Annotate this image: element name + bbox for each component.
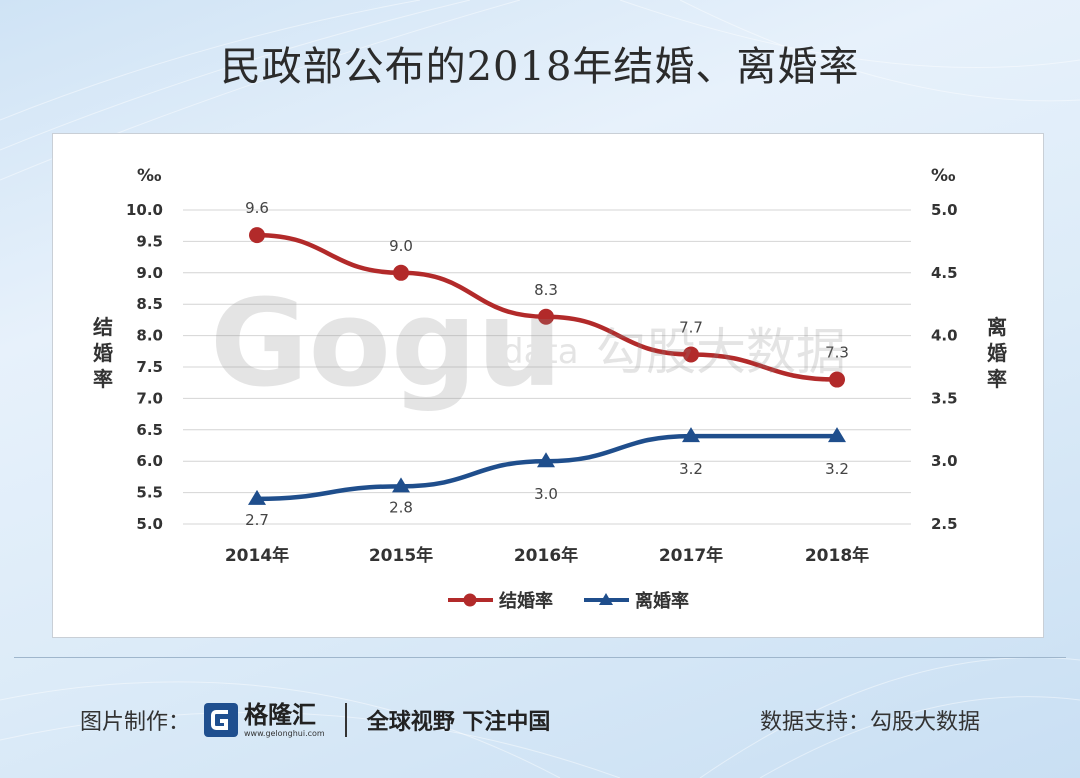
credit-label: 图片制作： xyxy=(80,710,191,735)
y-left-tick-label: 5.5 xyxy=(136,484,163,502)
brand-logo: 格隆汇 www.gelonghui.com xyxy=(204,703,325,738)
legend-divorce-marker xyxy=(599,593,613,605)
y-left-axis-label-char: 率 xyxy=(93,367,113,391)
y-left-tick-label: 7.0 xyxy=(136,389,163,407)
y-left-unit: ‰ xyxy=(137,166,162,186)
marriage-rate-point xyxy=(829,371,845,388)
marriage-rate-data-label: 9.6 xyxy=(245,199,269,217)
y-left-tick-label: 9.0 xyxy=(136,264,163,282)
brand-name: 格隆汇 xyxy=(244,700,317,729)
marriage-rate-data-label: 9.0 xyxy=(389,237,413,255)
divorce-rate-point xyxy=(537,452,555,468)
divorce-rate-data-label: 2.7 xyxy=(245,511,269,529)
y-right-axis-label-char: 离 xyxy=(987,315,1007,339)
legend-divorce-label: 离婚率 xyxy=(635,590,689,612)
marriage-rate-data-label: 7.3 xyxy=(825,344,849,362)
y-right-axis-label-char: 率 xyxy=(987,367,1007,391)
slogan: 全球视野 下注中国 xyxy=(366,710,551,735)
y-left-axis-label-char: 婚 xyxy=(93,341,113,365)
marriage-rate-data-label: 8.3 xyxy=(534,281,558,299)
footer-left: 图片制作： 格隆汇 www.gelonghui.com 全球视野 下注中国 xyxy=(80,700,550,740)
y-right-tick-label: 4.5 xyxy=(931,264,958,282)
y-left-tick-label: 8.5 xyxy=(136,295,163,313)
divorce-rate-data-label: 3.0 xyxy=(534,485,558,503)
y-left-tick-label: 10.0 xyxy=(126,201,163,219)
divorce-rate-point xyxy=(392,477,410,493)
y-left-tick-label: 9.5 xyxy=(136,232,163,250)
y-left-tick-label: 8.0 xyxy=(136,327,163,345)
x-tick-label: 2015年 xyxy=(369,545,433,566)
divorce-rate-point xyxy=(682,427,700,443)
legend-marriage-marker xyxy=(463,593,477,607)
marriage-rate-point xyxy=(683,346,699,363)
brand-logo-icon xyxy=(204,703,239,737)
x-tick-label: 2017年 xyxy=(659,545,723,566)
y-right-tick-label: 3.0 xyxy=(931,452,958,470)
x-tick-label: 2018年 xyxy=(805,545,869,566)
footer-separator xyxy=(344,703,347,737)
data-source: 数据支持：勾股大数据 xyxy=(759,710,980,735)
divorce-rate-point xyxy=(248,489,266,505)
divorce-rate-data-label: 3.2 xyxy=(825,460,849,478)
line-chart: 5.0 5.5 6.0 6.5 7.0 7.5 8.0 8.5 9.0 9.5 10.0 2.5 3.0… xyxy=(93,166,1007,612)
footer-divider xyxy=(14,657,1066,658)
y-right-tick-label: 4.0 xyxy=(931,327,958,345)
marriage-rate-data-label: 7.7 xyxy=(679,318,703,336)
y-left-axis-label-char: 结 xyxy=(93,315,113,339)
y-right-tick-label: 2.5 xyxy=(931,515,958,533)
marriage-rate-line xyxy=(256,232,838,382)
divorce-rate-data-label: 3.2 xyxy=(679,460,703,478)
divorce-rate-data-label: 2.8 xyxy=(389,498,413,516)
page-title: 民政部公布的2018年结婚、离婚率 xyxy=(220,44,860,90)
x-tick-label: 2016年 xyxy=(514,545,578,566)
marriage-rate-point xyxy=(249,227,265,244)
y-right-tick-label: 3.5 xyxy=(931,389,958,407)
y-right-unit: ‰ xyxy=(931,166,956,186)
brand-url: www.gelonghui.com xyxy=(244,728,325,738)
marriage-rate-point xyxy=(538,308,554,325)
y-left-tick-label: 6.0 xyxy=(136,452,163,470)
marriage-rate-point xyxy=(393,264,409,281)
y-right-tick-label: 5.0 xyxy=(931,201,958,219)
chart-panel: 5.0 5.5 6.0 6.5 7.0 7.5 8.0 8.5 9.0 9.5 10.0 2.5 3.0… xyxy=(52,133,1044,638)
y-left-tick-label: 6.5 xyxy=(136,421,163,439)
divorce-rate-point xyxy=(828,427,846,443)
y-left-tick-label: 7.5 xyxy=(136,358,163,376)
footer-right: 数据支持：勾股大数据 xyxy=(760,700,980,740)
x-tick-label: 2014年 xyxy=(225,545,289,566)
legend-marriage-label: 结婚率 xyxy=(499,590,553,612)
y-right-axis-label-char: 婚 xyxy=(987,341,1007,365)
y-left-tick-label: 5.0 xyxy=(136,515,163,533)
